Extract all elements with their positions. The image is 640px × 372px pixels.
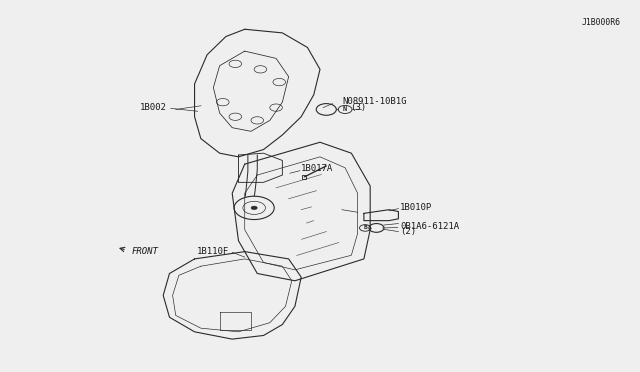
Text: 0B1A6-6121A: 0B1A6-6121A (400, 222, 460, 231)
Text: N08911-10B1G: N08911-10B1G (342, 97, 406, 106)
Text: N: N (343, 106, 348, 112)
Text: 1B002: 1B002 (140, 103, 166, 112)
Text: (3): (3) (350, 103, 366, 112)
Text: J1B000R6: J1B000R6 (582, 18, 621, 27)
Text: B: B (364, 225, 367, 230)
Circle shape (251, 206, 257, 210)
Text: (2): (2) (400, 227, 417, 236)
Text: 1B110F: 1B110F (197, 247, 229, 256)
Text: 1B017A: 1B017A (301, 164, 333, 173)
Text: 1B010P: 1B010P (400, 203, 433, 212)
Text: FRONT: FRONT (132, 247, 159, 256)
